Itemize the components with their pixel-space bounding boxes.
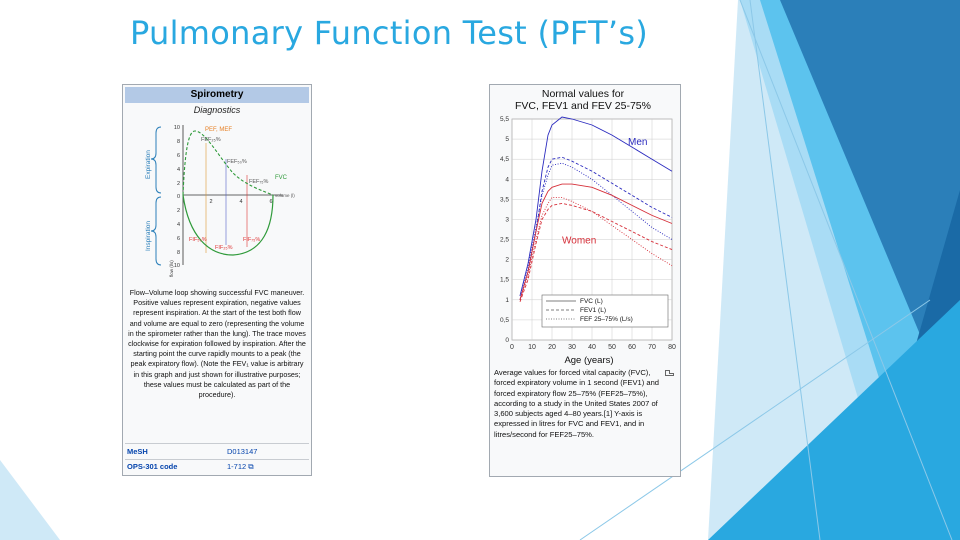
normal-values-chart: Normal values for FVC, FEV1 and FEV 25-7… [500,88,676,366]
ops-row-label: OPS-301 code [127,462,178,471]
flow-tick: 6 [177,153,180,159]
y-tick-label: 2,5 [500,237,509,244]
y-tick-label: 0 [505,337,509,344]
x-tick-label: 0 [510,344,514,351]
volume-label: volume (l) [275,193,295,198]
legend-label-fvc: FVC (L) [580,298,603,305]
flow-tick: 2 [177,181,180,187]
fvc-label: FVC [275,175,288,181]
x-tick-label: 30 [568,344,576,351]
y-tick-label: 1,5 [500,277,509,284]
x-tick-label: 40 [588,344,596,351]
x-axis-label: Age (years) [564,355,613,366]
volume-tick: 4 [239,199,242,205]
ops-code-link[interactable]: 1-712 ⧉ [227,462,254,471]
x-tick-label: 50 [608,344,616,351]
flow-tick: 2 [177,208,180,214]
expiration-brace [150,126,162,194]
flow-tick: 10 [174,263,180,269]
flow-tick: 10 [174,125,180,131]
y-tick-label: 3 [505,216,509,223]
x-tick-label: 80 [668,344,676,351]
flow-tick: 6 [177,236,180,242]
fef75-label: FEF₇₅% [249,179,268,185]
flow-tick: 8 [177,139,180,145]
enlarge-icon[interactable] [665,370,674,376]
x-tick-label: 10 [528,344,536,351]
x-tick-label: 60 [628,344,636,351]
y-tick-label: 1 [505,297,509,304]
fif25-label: FIF₂₅% [215,245,233,251]
legend-label-fev1: FEV1 (L) [580,307,606,314]
y-tick-label: 5,5 [500,116,509,123]
mesh-code-link[interactable]: D013147 [227,447,258,456]
y-tick-label: 4,5 [500,156,509,163]
chart-caption: Average values for forced vital capacity… [494,368,660,439]
y-tick-label: 2 [505,257,509,264]
legend-label-fef: FEF 25–75% (L/s) [580,316,633,323]
women-annotation: Women [562,236,596,247]
y-tick-label: 3,5 [500,196,509,203]
x-tick-label: 70 [648,344,656,351]
inspiration-brace [150,196,162,266]
series-line [519,183,673,300]
volume-tick: 2 [209,199,212,205]
pef-label: PEF, MEF [205,127,232,133]
flow-tick: 4 [177,222,180,228]
men-annotation: Men [628,137,647,148]
expiration-curve [182,130,274,196]
volume-tick: 6 [269,199,272,205]
spirometry-infobox: Spirometry Diagnostics 10 8 6 4 2 0 2 4 … [122,84,312,476]
series-line [519,162,673,296]
fif50-label: FIF₅₀% [189,237,207,243]
flow-tick: 8 [177,250,180,256]
series-line [519,116,673,296]
inspiration-curve [182,194,274,256]
row-divider [125,443,309,444]
normal-values-infobox: Normal values for FVC, FEV1 and FEV 25-7… [489,84,681,477]
fif75-label: FIF₇₅% [243,237,260,243]
diagram-caption: Flow–Volume loop showing successful FVC … [128,288,306,400]
infobox-subheader: Diagnostics [193,105,241,115]
expiration-label: Expiration [145,150,152,179]
flow-volume-diagram: 10 8 6 4 2 0 2 4 6 8 10 2 4 6 Expiration… [145,125,295,277]
chart-title-line-2: FVC, FEV1 and FEV 25-75% [515,100,651,112]
flow-tick: 4 [177,167,180,173]
y-tick-label: 0,5 [500,317,509,324]
series-line [519,196,673,300]
infobox-header: Spirometry [125,87,309,103]
x-tick-label: 20 [548,344,556,351]
chart-legend: FVC (L) FEV1 (L) FEF 25–75% (L/s) [541,294,669,328]
fef25-label: FEF₂₅% [201,137,221,143]
fef50-label: FEF₅₀% [227,159,247,165]
mesh-row-label: MeSH [127,447,148,456]
flow-axis-label: flow (l/s) [169,260,174,277]
series-line [519,202,673,302]
slide-title: Pulmonary Function Test (PFT’s) [130,14,649,52]
chart-title-line-1: Normal values for [542,88,625,100]
flow-tick: 0 [177,194,180,200]
inspiration-label: Inspiration [145,221,152,251]
y-tick-label: 4 [505,176,509,183]
row-divider [125,459,309,460]
y-tick-label: 5 [505,136,509,143]
